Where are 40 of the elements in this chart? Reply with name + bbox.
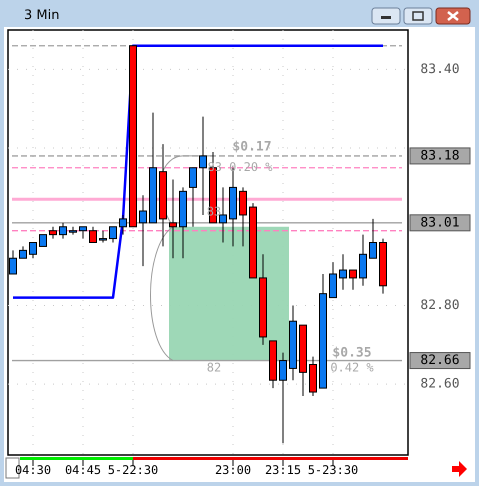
y-tick-label: 82.80	[420, 298, 460, 314]
candlestick	[279, 352, 287, 444]
annotation: 0.42 %	[330, 360, 374, 374]
x-tick-label: 5-22:30	[108, 463, 158, 477]
chart-title: 3 Min	[24, 8, 60, 23]
candlestick	[349, 270, 357, 290]
candlestick	[169, 179, 177, 259]
candlestick	[339, 254, 347, 290]
y-tick-label: 83.40	[420, 62, 460, 77]
x-tick-label: 23:15	[264, 463, 302, 477]
candlestick	[119, 214, 127, 236]
annotation: $0.17	[232, 140, 272, 155]
candlestick	[39, 234, 47, 247]
annotation: $0.35	[332, 346, 372, 361]
x-tick-label: 04:30	[14, 463, 52, 477]
x-tick-label: 23:00	[214, 463, 252, 477]
candlestick	[189, 167, 197, 228]
annotation: 82	[206, 360, 222, 374]
candlestick	[89, 226, 97, 243]
candlestick	[139, 194, 147, 267]
candlestick	[29, 242, 37, 259]
candlestick	[99, 230, 107, 243]
ref-line-label: 83.18	[420, 148, 460, 164]
candlestick	[199, 116, 207, 216]
candlestick	[79, 226, 87, 240]
y-tick-label: 82.60	[420, 376, 460, 392]
candlestick	[369, 218, 377, 259]
candlestick	[109, 226, 117, 243]
candlestick	[359, 234, 367, 286]
x-tick-label: 04:45	[64, 463, 102, 477]
x-tick-label: 5-23:30	[308, 463, 358, 477]
annotation: 83	[206, 204, 222, 218]
candlestick	[239, 186, 247, 247]
ref-line-label: 83.01	[420, 215, 460, 230]
candlestick	[329, 262, 337, 298]
candlestick	[49, 226, 57, 240]
candlestick	[219, 186, 227, 243]
ref-line-label: 82.66	[420, 353, 460, 368]
candlestick	[59, 222, 67, 240]
candlestick	[19, 246, 27, 259]
